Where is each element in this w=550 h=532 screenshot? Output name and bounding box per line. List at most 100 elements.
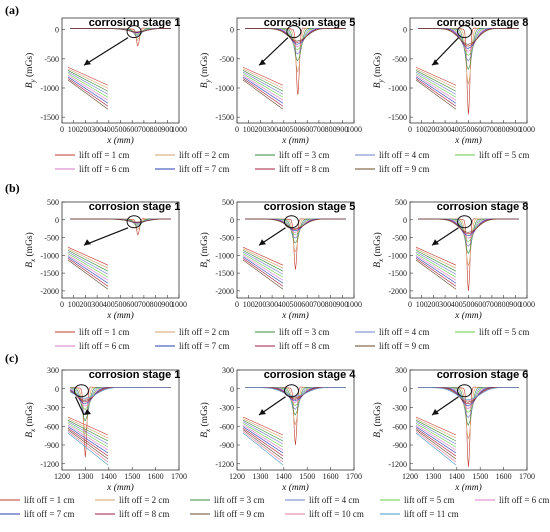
x-tick-label: 1500 bbox=[299, 472, 315, 481]
subplot-title: corrosion stage 1 bbox=[89, 201, 181, 213]
inset-line bbox=[415, 419, 457, 442]
legend-label: lift off = 7 cm bbox=[179, 164, 229, 174]
inset-line bbox=[242, 70, 284, 92]
inset-line bbox=[415, 423, 457, 448]
inset-line bbox=[67, 256, 109, 284]
inset-line bbox=[242, 258, 284, 287]
series-line bbox=[70, 387, 171, 400]
legend-label: lift off = 6 cm bbox=[499, 495, 549, 505]
x-tick-label: 0 bbox=[235, 125, 239, 134]
inset-line bbox=[415, 70, 457, 92]
x-tick-label: 1200 bbox=[229, 472, 245, 481]
legend-label: lift off = 3 cm bbox=[279, 327, 329, 337]
curves bbox=[245, 386, 346, 446]
legend-label: lift off = 9 cm bbox=[214, 509, 264, 519]
x-tick-label: 1600 bbox=[148, 472, 164, 481]
y-tick-label: 500 bbox=[395, 198, 407, 207]
x-tick-label: 0 bbox=[60, 125, 64, 134]
legend-label: lift off = 11 cm bbox=[404, 509, 459, 519]
x-tick-label: 700 bbox=[138, 300, 150, 309]
series-line bbox=[245, 387, 346, 397]
zoom-marker bbox=[286, 25, 302, 39]
inset-line bbox=[242, 426, 284, 454]
inset-line bbox=[415, 68, 457, 89]
x-tick-label: 900 bbox=[336, 125, 348, 134]
legend-item: lift off = 11 cm bbox=[380, 509, 459, 519]
series-line bbox=[418, 387, 519, 400]
y-tick-label: -1000 bbox=[388, 84, 407, 93]
inset-line bbox=[242, 66, 284, 86]
y-tick-label: 0 bbox=[403, 216, 407, 225]
y-axis-label: Bx (mGs) bbox=[24, 402, 37, 438]
panel-2: (b)0 100 200 300 400 500 600 700 800 90010005000-… bbox=[5, 181, 535, 351]
inset-line bbox=[67, 71, 109, 95]
inset-line bbox=[67, 258, 109, 287]
arrow-head bbox=[432, 409, 439, 415]
x-tick-label: 200 bbox=[427, 300, 439, 309]
x-tick-label: 500 bbox=[290, 125, 302, 134]
y-tick-label: -1500 bbox=[215, 269, 234, 278]
x-tick-label: 500 bbox=[290, 300, 302, 309]
series-line bbox=[70, 218, 171, 231]
axes-frame bbox=[61, 17, 180, 124]
arrow-head bbox=[259, 409, 266, 415]
x-tick-label: 900 bbox=[161, 125, 173, 134]
zoom-arrow bbox=[258, 37, 289, 66]
y-tick-label: -1500 bbox=[40, 113, 59, 122]
x-tick-label: 100 bbox=[68, 125, 80, 134]
legend-label: lift off = 4 cm bbox=[309, 495, 359, 505]
y-tick-label: -500 bbox=[219, 234, 234, 243]
panel-label: (b) bbox=[5, 181, 20, 195]
arrow-head bbox=[84, 59, 91, 66]
series-line bbox=[245, 386, 346, 426]
y-tick-label: -600 bbox=[392, 422, 407, 431]
inset-line bbox=[67, 431, 109, 463]
x-tick-label: 900 bbox=[336, 300, 348, 309]
inset-line bbox=[242, 78, 284, 107]
x-tick-label: 700 bbox=[138, 125, 150, 134]
inset-line bbox=[415, 259, 457, 290]
x-tick-label: 0 bbox=[235, 300, 239, 309]
legend-label: lift off = 1 cm bbox=[79, 150, 129, 160]
x-tick-label: 600 bbox=[474, 300, 486, 309]
x-tick-label: 600 bbox=[474, 125, 486, 134]
x-tick-label: 400 bbox=[278, 300, 290, 309]
legend-label: lift off = 2 cm bbox=[119, 495, 169, 505]
y-axis-label: By (mGs) bbox=[372, 53, 385, 89]
x-tick-label: 700 bbox=[486, 300, 498, 309]
inset-line bbox=[67, 74, 109, 101]
legend-item: lift off = 5 cm bbox=[455, 150, 529, 160]
panel-label: (c) bbox=[5, 351, 18, 365]
y-tick-label: -900 bbox=[392, 441, 407, 450]
curves bbox=[245, 218, 346, 270]
legend-item: lift off = 6 cm bbox=[55, 164, 129, 174]
inset-line bbox=[415, 424, 457, 451]
legend-label: lift off = 3 cm bbox=[214, 495, 264, 505]
y-tick-label: -1200 bbox=[388, 460, 407, 469]
y-tick-label: 0 bbox=[230, 385, 234, 394]
legend-item: lift off = 2 cm bbox=[95, 495, 169, 505]
inset-line bbox=[67, 432, 109, 466]
legend-item: lift off = 7 cm bbox=[0, 509, 74, 519]
x-tick-label: 400 bbox=[103, 300, 115, 309]
inset-line bbox=[67, 419, 109, 442]
inset-line bbox=[242, 251, 284, 275]
x-tick-label: 1700 bbox=[171, 472, 187, 481]
inset-line bbox=[67, 73, 109, 98]
inset-line bbox=[415, 256, 457, 284]
x-tick-label: 1400 bbox=[449, 472, 465, 481]
x-tick-label: 800 bbox=[150, 300, 162, 309]
inset-line bbox=[415, 429, 457, 460]
x-tick-label: 1700 bbox=[519, 472, 535, 481]
legend-label: lift off = 2 cm bbox=[179, 150, 229, 160]
legend-item: lift off = 4 cm bbox=[285, 495, 359, 505]
inset-line bbox=[415, 250, 457, 272]
x-tick-label: 300 bbox=[266, 300, 278, 309]
legend-item: lift off = 3 cm bbox=[190, 495, 264, 505]
inset-line bbox=[67, 68, 109, 89]
x-tick-label: 400 bbox=[103, 125, 115, 134]
x-tick-label: 100 bbox=[416, 125, 428, 134]
arrow-head bbox=[259, 239, 266, 246]
inset-line bbox=[242, 421, 284, 445]
legend-item: lift off = 4 cm bbox=[355, 150, 429, 160]
